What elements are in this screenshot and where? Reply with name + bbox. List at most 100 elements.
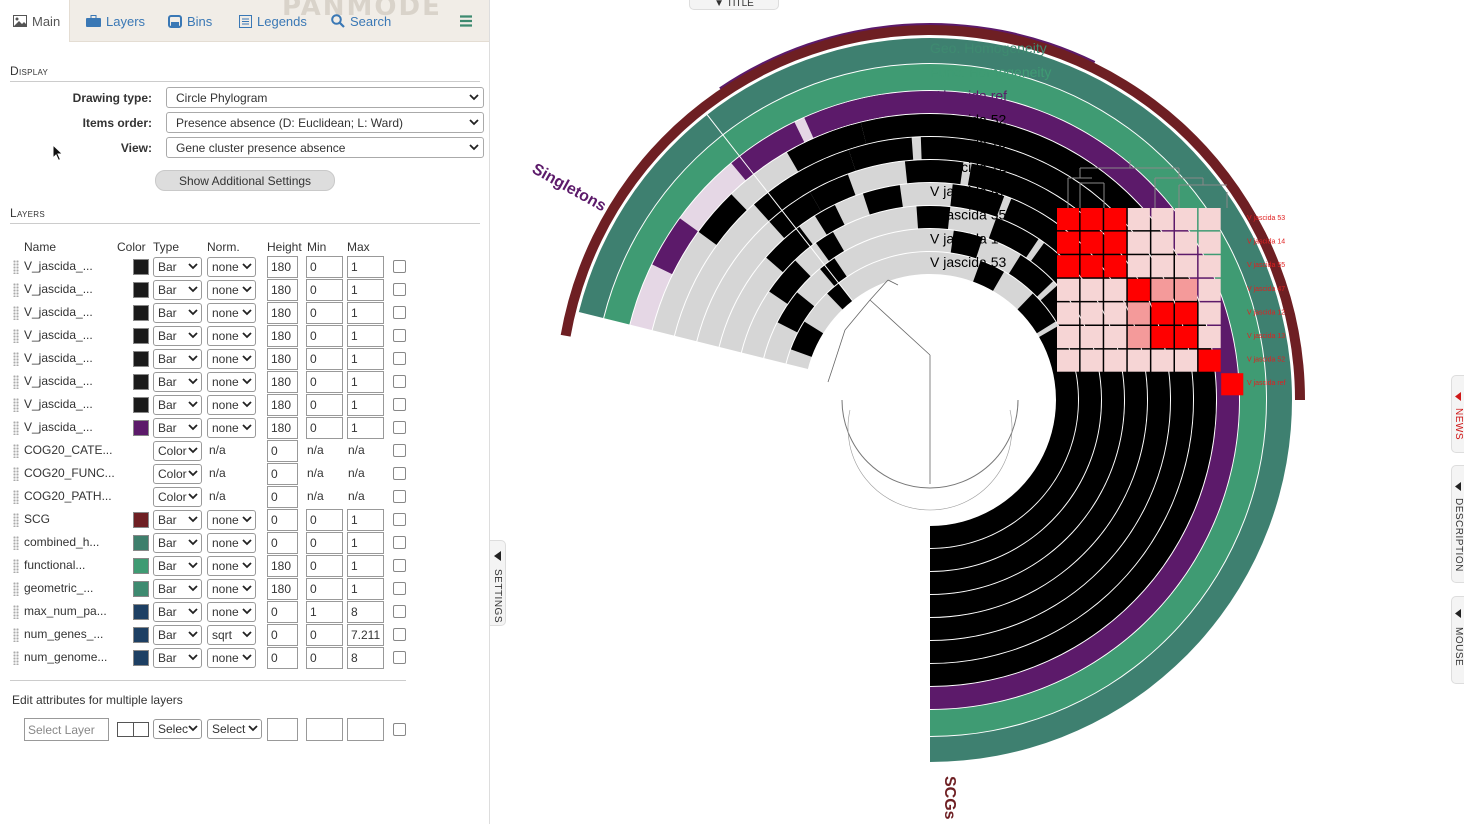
multi-checkbox[interactable] (393, 723, 406, 736)
multi-color-picker[interactable] (117, 722, 149, 737)
heatmap-cell[interactable] (1080, 326, 1103, 349)
layer-min-input[interactable]: 0 (306, 555, 343, 577)
heatmap-cell[interactable] (1057, 349, 1080, 372)
heatmap-cell[interactable] (1057, 326, 1080, 349)
drawing-type-select[interactable]: Circle Phylogram (166, 87, 484, 108)
layer-max-input[interactable]: 1 (347, 256, 384, 278)
layer-height-input[interactable]: 180 (267, 371, 298, 393)
select-layer-input[interactable]: Select Layer (24, 718, 109, 741)
layer-color-swatch[interactable] (133, 305, 149, 321)
heatmap-cell[interactable] (1221, 373, 1244, 396)
heatmap-cell[interactable] (1175, 326, 1198, 349)
heatmap-cell[interactable] (1151, 231, 1174, 254)
layer-type-select[interactable]: Bar (153, 510, 202, 530)
layer-color-swatch[interactable] (133, 282, 149, 298)
layer-max-input[interactable]: 7.211 (347, 624, 384, 646)
layer-height-input[interactable]: 0 (267, 624, 298, 646)
drag-handle-icon[interactable] (13, 559, 19, 573)
layer-color-swatch[interactable] (133, 650, 149, 666)
heatmap-cell[interactable] (1127, 255, 1150, 278)
layer-min-input[interactable]: 0 (306, 302, 343, 324)
layer-norm-select[interactable]: none (207, 349, 256, 369)
heatmap-cell[interactable] (1104, 349, 1127, 372)
layer-checkbox[interactable] (393, 329, 406, 342)
drag-handle-icon[interactable] (13, 651, 19, 665)
layer-height-input[interactable]: 0 (267, 486, 298, 508)
layer-height-input[interactable]: 180 (267, 578, 298, 600)
layer-checkbox[interactable] (393, 283, 406, 296)
layer-checkbox[interactable] (393, 513, 406, 526)
layer-min-input[interactable]: 0 (306, 371, 343, 393)
heatmap-cell[interactable] (1198, 349, 1221, 372)
heatmap-cell[interactable] (1080, 349, 1103, 372)
layer-height-input[interactable]: 180 (267, 348, 298, 370)
layer-height-input[interactable]: 180 (267, 302, 298, 324)
tab-layers[interactable]: Layers (86, 0, 145, 42)
layer-height-input[interactable]: 0 (267, 647, 298, 669)
layer-max-input[interactable]: 1 (347, 509, 384, 531)
drag-handle-icon[interactable] (13, 260, 19, 274)
layer-type-select[interactable]: Color (153, 441, 202, 461)
drag-handle-icon[interactable] (13, 513, 19, 527)
layer-height-input[interactable]: 0 (267, 463, 298, 485)
mouse-toggle[interactable]: MOUSE (1451, 596, 1464, 684)
drag-handle-icon[interactable] (13, 536, 19, 550)
heatmap-cell[interactable] (1198, 278, 1221, 301)
heatmap-cell[interactable] (1127, 302, 1150, 325)
layer-norm-select[interactable]: sqrt (207, 625, 256, 645)
layer-norm-select[interactable]: none (207, 372, 256, 392)
layer-max-input[interactable]: 1 (347, 348, 384, 370)
layer-type-select[interactable]: Bar (153, 648, 202, 668)
multi-norm-select[interactable]: Select (207, 719, 262, 739)
layer-max-input[interactable]: 1 (347, 371, 384, 393)
layer-color-swatch[interactable] (133, 512, 149, 528)
pangenome-circle-phylogram[interactable]: Geo. Homogeneity Func. Homogeneity V jasci… (490, 0, 1450, 824)
heatmap-cell[interactable] (1080, 278, 1103, 301)
heatmap-cell[interactable] (1175, 255, 1198, 278)
layer-type-select[interactable]: Bar (153, 280, 202, 300)
layer-type-select[interactable]: Bar (153, 579, 202, 599)
layer-height-input[interactable]: 180 (267, 555, 298, 577)
layer-max-input[interactable]: 1 (347, 325, 384, 347)
layer-checkbox[interactable] (393, 260, 406, 273)
layer-norm-select[interactable]: none (207, 579, 256, 599)
heatmap-cell[interactable] (1175, 302, 1198, 325)
layer-max-input[interactable]: 8 (347, 601, 384, 623)
layer-norm-select[interactable]: none (207, 602, 256, 622)
layer-height-input[interactable]: 180 (267, 417, 298, 439)
heatmap-cell[interactable] (1080, 302, 1103, 325)
heatmap-cell[interactable] (1198, 326, 1221, 349)
layer-color-swatch[interactable] (133, 374, 149, 390)
layer-norm-select[interactable]: none (207, 418, 256, 438)
layer-max-input[interactable]: 1 (347, 417, 384, 439)
heatmap-cell[interactable] (1104, 208, 1127, 231)
layer-checkbox[interactable] (393, 444, 406, 457)
layer-height-input[interactable]: 180 (267, 325, 298, 347)
layer-norm-select[interactable]: none (207, 510, 256, 530)
heatmap-cell[interactable] (1057, 302, 1080, 325)
layer-max-input[interactable]: 1 (347, 394, 384, 416)
heatmap-cell[interactable] (1151, 208, 1174, 231)
layer-height-input[interactable]: 0 (267, 532, 298, 554)
layer-height-input[interactable]: 180 (267, 394, 298, 416)
layer-color-swatch[interactable] (133, 604, 149, 620)
layer-max-input[interactable]: 1 (347, 578, 384, 600)
layer-min-input[interactable]: 0 (306, 532, 343, 554)
heatmap-cell[interactable] (1175, 208, 1198, 231)
layer-min-input[interactable]: 1 (306, 601, 343, 623)
layer-color-swatch[interactable] (133, 627, 149, 643)
show-additional-settings-button[interactable]: Show Additional Settings (155, 170, 335, 191)
layer-color-swatch[interactable] (133, 581, 149, 597)
items-order-select[interactable]: Presence absence (D: Euclidean; L: Ward) (166, 112, 484, 133)
layer-max-input[interactable]: 1 (347, 302, 384, 324)
layer-type-select[interactable]: Color (153, 464, 202, 484)
layer-type-select[interactable]: Bar (153, 533, 202, 553)
layer-type-select[interactable]: Color (153, 487, 202, 507)
heatmap-cell[interactable] (1127, 349, 1150, 372)
layer-type-select[interactable]: Bar (153, 372, 202, 392)
heatmap-cell[interactable] (1057, 208, 1080, 231)
drag-handle-icon[interactable] (13, 605, 19, 619)
layer-min-input[interactable]: 0 (306, 417, 343, 439)
heatmap-cell[interactable] (1104, 302, 1127, 325)
layer-checkbox[interactable] (393, 490, 406, 503)
